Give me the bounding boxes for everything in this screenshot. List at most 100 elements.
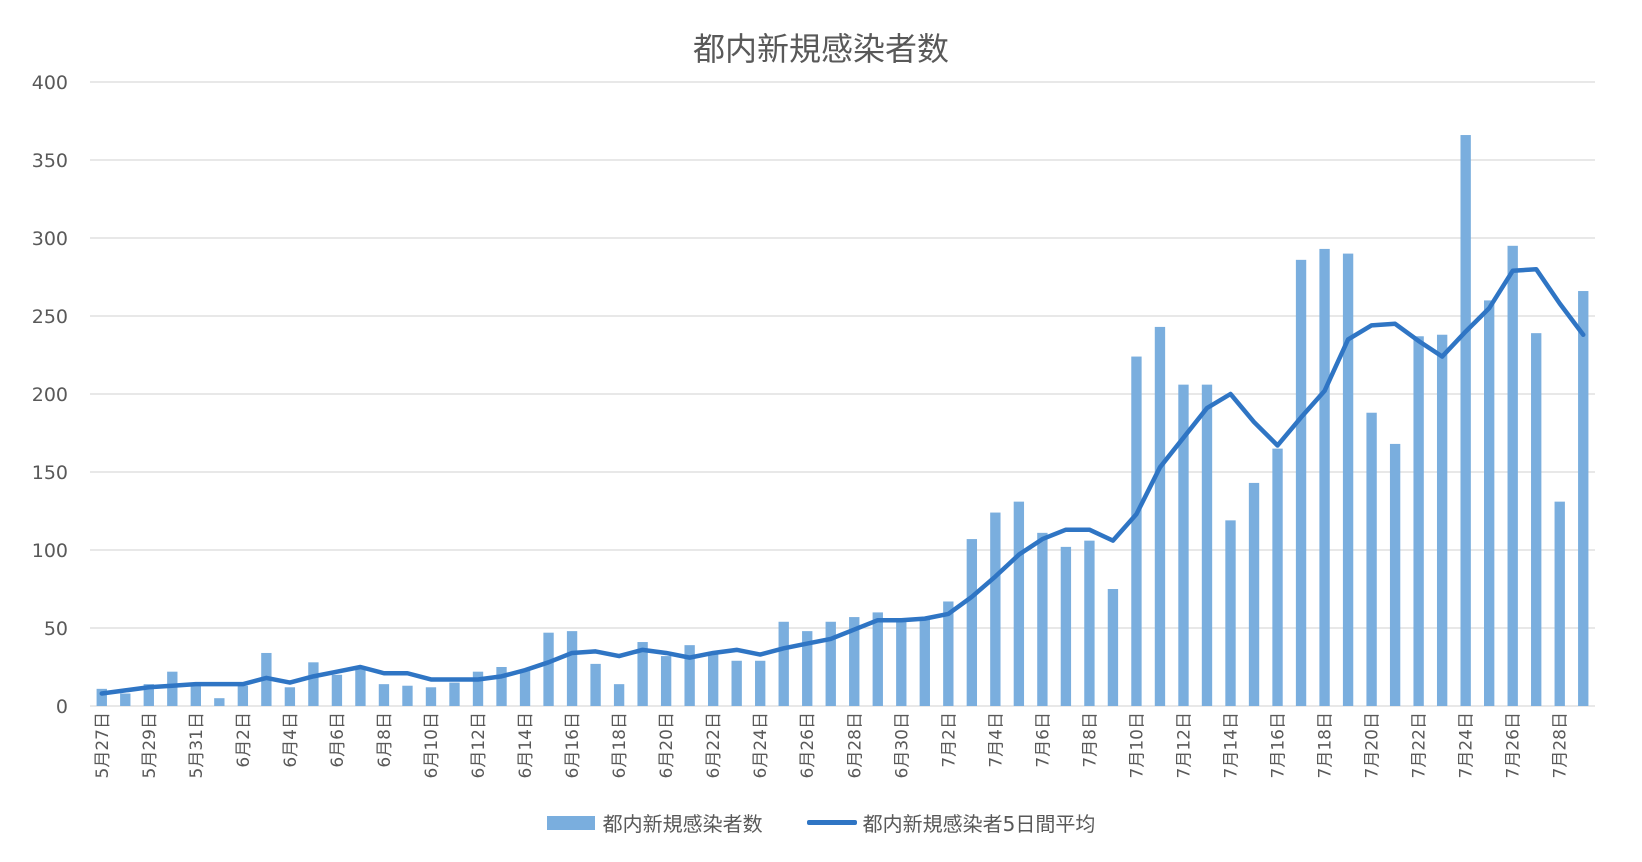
x-tick-label: 7月26日 bbox=[1504, 712, 1524, 778]
bar bbox=[425, 687, 437, 706]
bar bbox=[1131, 356, 1142, 706]
x-tick-label: 6月10日 bbox=[422, 712, 442, 778]
bar bbox=[731, 660, 742, 706]
bar bbox=[214, 698, 225, 706]
bar bbox=[1225, 520, 1236, 706]
legend-label-line: 都内新規感染者5日間平均 bbox=[862, 812, 1096, 836]
chart-title: 都内新規感染者数 bbox=[692, 30, 949, 68]
x-tick-label: 6月2日 bbox=[234, 712, 254, 768]
bar bbox=[966, 539, 978, 706]
x-tick-label: 6月6日 bbox=[328, 712, 348, 768]
bar bbox=[543, 632, 554, 706]
bars bbox=[96, 135, 1589, 707]
y-tick-label: 400 bbox=[32, 72, 68, 94]
bar bbox=[143, 684, 154, 706]
x-tick-label: 6月30日 bbox=[892, 712, 912, 778]
bar bbox=[519, 670, 531, 706]
bar bbox=[919, 617, 930, 706]
bar bbox=[660, 656, 672, 706]
bar bbox=[1319, 248, 1330, 707]
bar bbox=[1366, 412, 1377, 706]
bar bbox=[1248, 482, 1260, 706]
bar bbox=[943, 601, 954, 706]
bar bbox=[825, 621, 836, 706]
y-tick-label: 50 bbox=[44, 618, 68, 640]
x-axis-ticks: 5月27日 5月29日 5月31日 6月2日 6月4日 6月6日 6月8日 6月10日 6月12… bbox=[93, 712, 1571, 778]
x-tick-label: 7月14日 bbox=[1222, 712, 1242, 778]
bar bbox=[1389, 443, 1401, 706]
bar bbox=[1178, 384, 1189, 706]
bar bbox=[355, 667, 366, 706]
bar bbox=[872, 612, 883, 706]
bar bbox=[1578, 291, 1589, 706]
x-tick-label: 7月10日 bbox=[1127, 712, 1147, 778]
bar bbox=[566, 631, 578, 706]
x-tick-label: 6月24日 bbox=[751, 712, 771, 778]
bar bbox=[120, 693, 131, 706]
x-tick-label: 6月4日 bbox=[281, 712, 301, 768]
x-tick-label: 7月8日 bbox=[1080, 712, 1100, 768]
legend: 都内新規感染者数 都内新規感染者5日間平均 bbox=[0, 808, 1642, 837]
bar bbox=[613, 684, 625, 706]
bar bbox=[990, 512, 1001, 706]
bar bbox=[1460, 135, 1471, 707]
average-series-line bbox=[99, 266, 1586, 696]
legend-item-bars[interactable]: 都内新規感染者数 bbox=[546, 808, 763, 837]
bar bbox=[1272, 448, 1283, 706]
bar bbox=[167, 671, 178, 706]
y-tick-label: 350 bbox=[32, 150, 68, 172]
average-line bbox=[99, 266, 1586, 696]
y-tick-label: 0 bbox=[56, 696, 68, 718]
bar bbox=[1531, 333, 1542, 706]
x-tick-label: 6月14日 bbox=[516, 712, 536, 778]
legend-line-swatch bbox=[806, 820, 857, 825]
bar bbox=[896, 621, 907, 706]
bar bbox=[1154, 326, 1166, 706]
bar bbox=[496, 667, 507, 706]
x-tick-label: 7月12日 bbox=[1175, 712, 1195, 778]
x-tick-label: 6月18日 bbox=[610, 712, 630, 778]
x-tick-label: 6月20日 bbox=[657, 712, 677, 778]
bar bbox=[778, 621, 789, 706]
bar bbox=[96, 688, 107, 706]
x-tick-label: 7月28日 bbox=[1551, 712, 1571, 778]
y-tick-label: 150 bbox=[32, 462, 68, 484]
x-tick-label: 7月24日 bbox=[1457, 712, 1477, 778]
x-tick-label: 5月29日 bbox=[140, 712, 160, 778]
bar bbox=[637, 642, 648, 706]
bar bbox=[308, 662, 319, 706]
bar bbox=[284, 687, 296, 706]
y-tick-label: 200 bbox=[32, 384, 68, 406]
x-tick-label: 7月20日 bbox=[1363, 712, 1383, 778]
legend-item-line[interactable]: 都内新規感染者5日間平均 bbox=[806, 808, 1096, 837]
bar bbox=[237, 685, 249, 706]
bar bbox=[1484, 300, 1495, 706]
x-tick-label: 6月22日 bbox=[704, 712, 724, 778]
y-tick-label: 300 bbox=[32, 228, 68, 250]
bar bbox=[684, 645, 695, 706]
bar bbox=[1507, 245, 1518, 707]
x-tick-label: 7月4日 bbox=[986, 712, 1006, 768]
x-tick-label: 6月8日 bbox=[375, 712, 395, 768]
bar bbox=[402, 685, 413, 706]
x-tick-label: 7月6日 bbox=[1033, 712, 1053, 768]
bar bbox=[331, 674, 343, 706]
y-tick-label: 100 bbox=[32, 540, 68, 562]
x-tick-label: 7月16日 bbox=[1269, 712, 1289, 778]
bar bbox=[1060, 546, 1072, 706]
bar bbox=[707, 654, 719, 706]
x-tick-label: 7月18日 bbox=[1316, 712, 1336, 778]
x-tick-label: 7月2日 bbox=[939, 712, 959, 768]
bar bbox=[590, 663, 601, 706]
bar bbox=[1554, 501, 1565, 706]
bar bbox=[1342, 253, 1354, 706]
bar bbox=[1295, 259, 1307, 706]
bar bbox=[849, 617, 860, 706]
bar bbox=[472, 671, 484, 706]
bar bbox=[190, 682, 201, 706]
x-tick-label: 6月12日 bbox=[469, 712, 489, 778]
bar bbox=[1201, 384, 1213, 706]
bar bbox=[1436, 334, 1448, 706]
